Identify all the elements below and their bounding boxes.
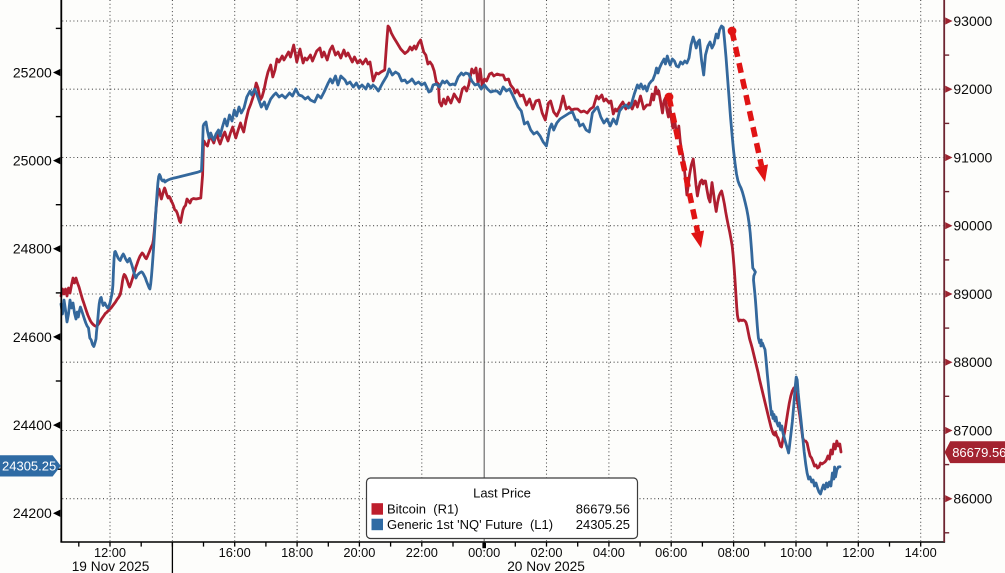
svg-text:Last Price: Last Price (473, 486, 531, 501)
svg-text:10:00: 10:00 (780, 545, 812, 560)
svg-text:16:00: 16:00 (219, 545, 251, 560)
svg-text:04:00: 04:00 (593, 545, 625, 560)
svg-text:Bitcoin (R1): Bitcoin (R1) (387, 502, 459, 517)
svg-text:18:00: 18:00 (281, 545, 313, 560)
svg-text:20 Nov 2025: 20 Nov 2025 (507, 559, 585, 573)
svg-text:93000: 93000 (953, 13, 992, 29)
svg-text:24800: 24800 (13, 241, 52, 257)
svg-text:22:00: 22:00 (406, 545, 438, 560)
svg-text:86679.56: 86679.56 (952, 445, 1005, 460)
svg-text:25000: 25000 (13, 153, 52, 169)
svg-text:24200: 24200 (13, 505, 52, 521)
svg-text:19 Nov 2025: 19 Nov 2025 (72, 559, 150, 573)
svg-text:25200: 25200 (13, 64, 52, 80)
svg-text:92000: 92000 (953, 81, 992, 97)
svg-text:86679.56: 86679.56 (576, 502, 630, 517)
svg-text:89000: 89000 (953, 286, 992, 302)
svg-text:90000: 90000 (953, 218, 992, 234)
svg-text:91000: 91000 (953, 149, 992, 165)
svg-text:87000: 87000 (953, 422, 992, 438)
svg-text:Generic 1st 'NQ' Future (L1): Generic 1st 'NQ' Future (L1) (387, 517, 553, 532)
svg-text:24600: 24600 (13, 329, 52, 345)
svg-text:00:00: 00:00 (468, 545, 500, 560)
svg-text:12:00: 12:00 (842, 545, 874, 560)
svg-text:12:00: 12:00 (94, 545, 126, 560)
svg-text:08:00: 08:00 (718, 545, 750, 560)
svg-text:24305.25: 24305.25 (576, 517, 630, 532)
svg-text:24305.25: 24305.25 (2, 459, 56, 474)
svg-text:24400: 24400 (13, 417, 52, 433)
svg-text:88000: 88000 (953, 354, 992, 370)
svg-text:14:00: 14:00 (905, 545, 937, 560)
svg-text:02:00: 02:00 (530, 545, 562, 560)
svg-text:20:00: 20:00 (343, 545, 375, 560)
svg-text:06:00: 06:00 (655, 545, 687, 560)
svg-text:86000: 86000 (953, 491, 992, 507)
